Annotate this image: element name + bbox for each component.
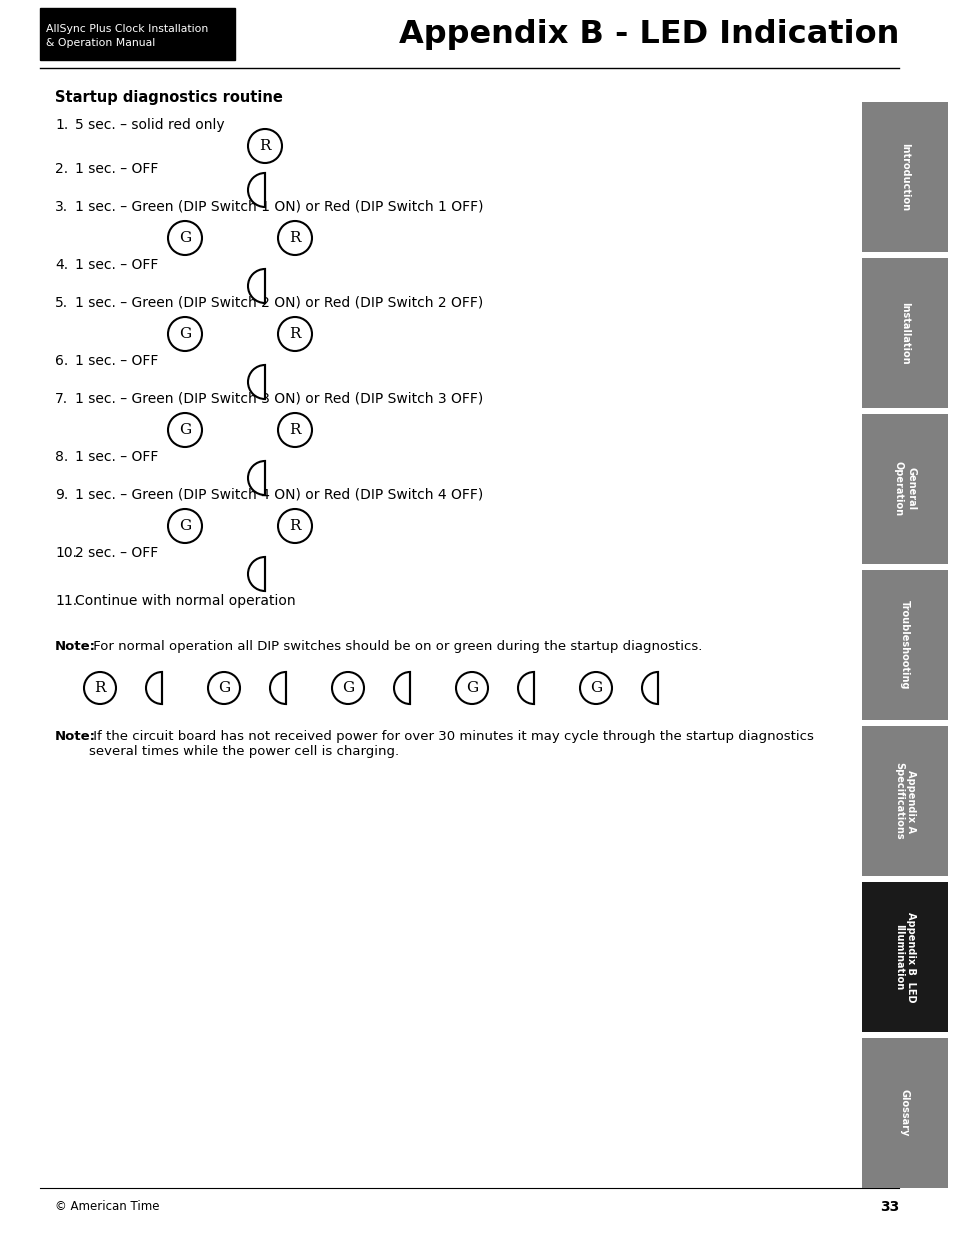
Text: Troubleshooting: Troubleshooting [899,600,909,690]
Text: G: G [178,327,191,341]
Text: Continue with normal operation: Continue with normal operation [75,594,295,608]
Text: 1.: 1. [55,119,69,132]
Text: 33: 33 [879,1200,898,1214]
Text: 2.: 2. [55,162,68,177]
Wedge shape [248,557,265,592]
Circle shape [456,672,488,704]
Text: Glossary: Glossary [899,1089,909,1136]
Text: 1 sec. – Green (DIP Switch 1 ON) or Red (DIP Switch 1 OFF): 1 sec. – Green (DIP Switch 1 ON) or Red … [75,200,483,214]
Wedge shape [248,366,265,399]
Text: G: G [217,680,230,695]
Text: Installation: Installation [899,301,909,364]
Text: AllSync Plus Clock Installation
& Operation Manual: AllSync Plus Clock Installation & Operat… [46,23,208,48]
Text: 1 sec. – OFF: 1 sec. – OFF [75,162,158,177]
Text: Appendix A
Specifications: Appendix A Specifications [893,762,915,840]
Text: G: G [341,680,354,695]
Text: © American Time: © American Time [55,1200,159,1213]
Circle shape [168,509,202,543]
FancyBboxPatch shape [862,103,947,252]
Circle shape [208,672,240,704]
Text: 5.: 5. [55,296,68,310]
Text: Introduction: Introduction [899,143,909,211]
FancyBboxPatch shape [862,726,947,876]
FancyBboxPatch shape [862,882,947,1032]
Text: G: G [178,519,191,534]
Text: 3.: 3. [55,200,68,214]
Circle shape [277,317,312,351]
Text: Appendix B - LED Indication: Appendix B - LED Indication [398,19,898,49]
Text: G: G [178,424,191,437]
Wedge shape [248,173,265,207]
Circle shape [277,509,312,543]
Text: 1 sec. – OFF: 1 sec. – OFF [75,450,158,464]
Text: 7.: 7. [55,391,68,406]
FancyBboxPatch shape [862,258,947,408]
FancyBboxPatch shape [40,7,234,61]
Text: If the circuit board has not received power for over 30 minutes it may cycle thr: If the circuit board has not received po… [89,730,813,758]
Text: 9.: 9. [55,488,69,501]
Circle shape [168,412,202,447]
Text: R: R [289,231,300,245]
Wedge shape [517,672,534,704]
Wedge shape [248,269,265,303]
Text: R: R [289,519,300,534]
Wedge shape [248,461,265,495]
Text: 11.: 11. [55,594,77,608]
FancyBboxPatch shape [862,414,947,564]
Circle shape [332,672,364,704]
Text: For normal operation all DIP switches should be on or green during the startup d: For normal operation all DIP switches sh… [89,640,701,653]
Text: R: R [94,680,106,695]
Circle shape [277,412,312,447]
Wedge shape [641,672,658,704]
Circle shape [277,221,312,254]
Text: R: R [259,140,271,153]
Wedge shape [394,672,410,704]
Text: 1 sec. – Green (DIP Switch 2 ON) or Red (DIP Switch 2 OFF): 1 sec. – Green (DIP Switch 2 ON) or Red … [75,296,483,310]
Text: R: R [289,424,300,437]
Text: 8.: 8. [55,450,69,464]
Text: G: G [465,680,477,695]
Text: G: G [178,231,191,245]
Circle shape [168,221,202,254]
Text: 1 sec. – Green (DIP Switch 3 ON) or Red (DIP Switch 3 OFF): 1 sec. – Green (DIP Switch 3 ON) or Red … [75,391,483,406]
Text: 2 sec. – OFF: 2 sec. – OFF [75,546,158,559]
Text: 1 sec. – Green (DIP Switch 4 ON) or Red (DIP Switch 4 OFF): 1 sec. – Green (DIP Switch 4 ON) or Red … [75,488,483,501]
Text: 4.: 4. [55,258,68,272]
Text: 1 sec. – OFF: 1 sec. – OFF [75,258,158,272]
Circle shape [84,672,116,704]
Circle shape [579,672,612,704]
Text: 1 sec. – OFF: 1 sec. – OFF [75,354,158,368]
FancyBboxPatch shape [862,571,947,720]
FancyBboxPatch shape [862,1037,947,1188]
Circle shape [168,317,202,351]
Wedge shape [146,672,162,704]
Text: 6.: 6. [55,354,69,368]
Text: General
Operation: General Operation [893,462,915,516]
Text: 5 sec. – solid red only: 5 sec. – solid red only [75,119,224,132]
Text: Appendix B  LED
Illumination: Appendix B LED Illumination [893,911,915,1003]
Circle shape [248,128,282,163]
Text: Note:: Note: [55,640,96,653]
Text: G: G [589,680,601,695]
Text: R: R [289,327,300,341]
Wedge shape [270,672,286,704]
Text: 10.: 10. [55,546,77,559]
Text: Startup diagnostics routine: Startup diagnostics routine [55,90,283,105]
Text: Note:: Note: [55,730,96,743]
